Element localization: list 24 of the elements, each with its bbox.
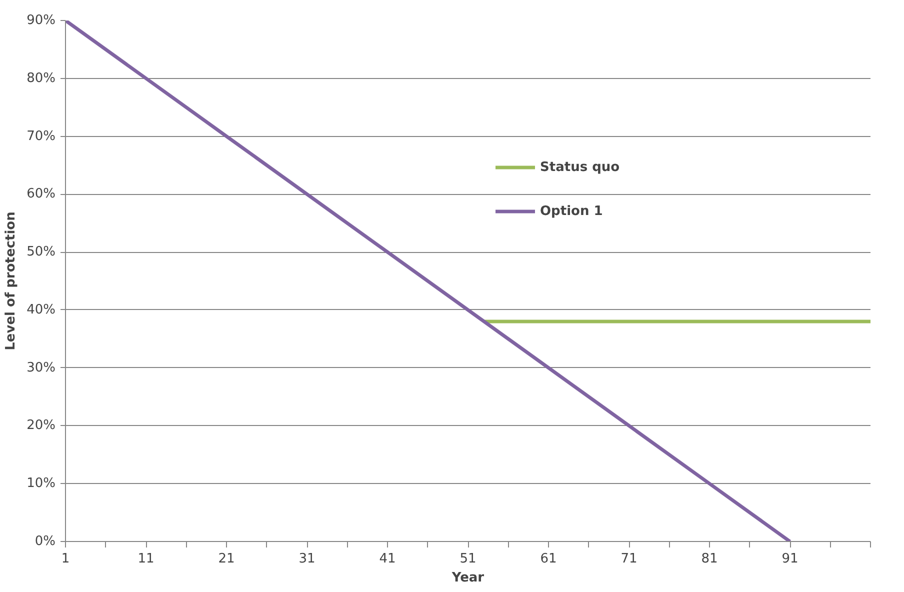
- x-tick-label: 51: [460, 552, 476, 566]
- x-tick-label: 81: [701, 552, 718, 566]
- x-tick-label: 91: [782, 552, 798, 566]
- x-axis-title: Year: [450, 570, 485, 586]
- x-tick-label: 1: [61, 552, 70, 566]
- y-axis-title: Level of protection: [4, 212, 19, 350]
- y-tick-label: 40%: [26, 302, 56, 318]
- y-tick-label: 20%: [26, 418, 56, 434]
- y-tick-label: 10%: [26, 476, 56, 492]
- legend-label: Option 1: [540, 204, 603, 218]
- y-tick-label: 30%: [26, 360, 56, 376]
- x-tick-label: 71: [620, 552, 638, 566]
- y-tick-label: 0%: [34, 534, 56, 549]
- x-tick-label: 31: [298, 552, 316, 566]
- x-tick-label: 11: [138, 552, 154, 566]
- y-tick-label: 60%: [26, 186, 56, 202]
- x-tick-label: 21: [218, 552, 235, 566]
- x-tick-label: 41: [379, 552, 396, 566]
- y-tick-label: 70%: [26, 128, 56, 144]
- y-tick-label: 90%: [26, 13, 56, 28]
- legend-label: Status quo: [540, 160, 620, 174]
- y-tick-label: 50%: [26, 244, 56, 260]
- y-tick-label: 80%: [26, 70, 56, 86]
- x-tick-label: 61: [540, 552, 557, 566]
